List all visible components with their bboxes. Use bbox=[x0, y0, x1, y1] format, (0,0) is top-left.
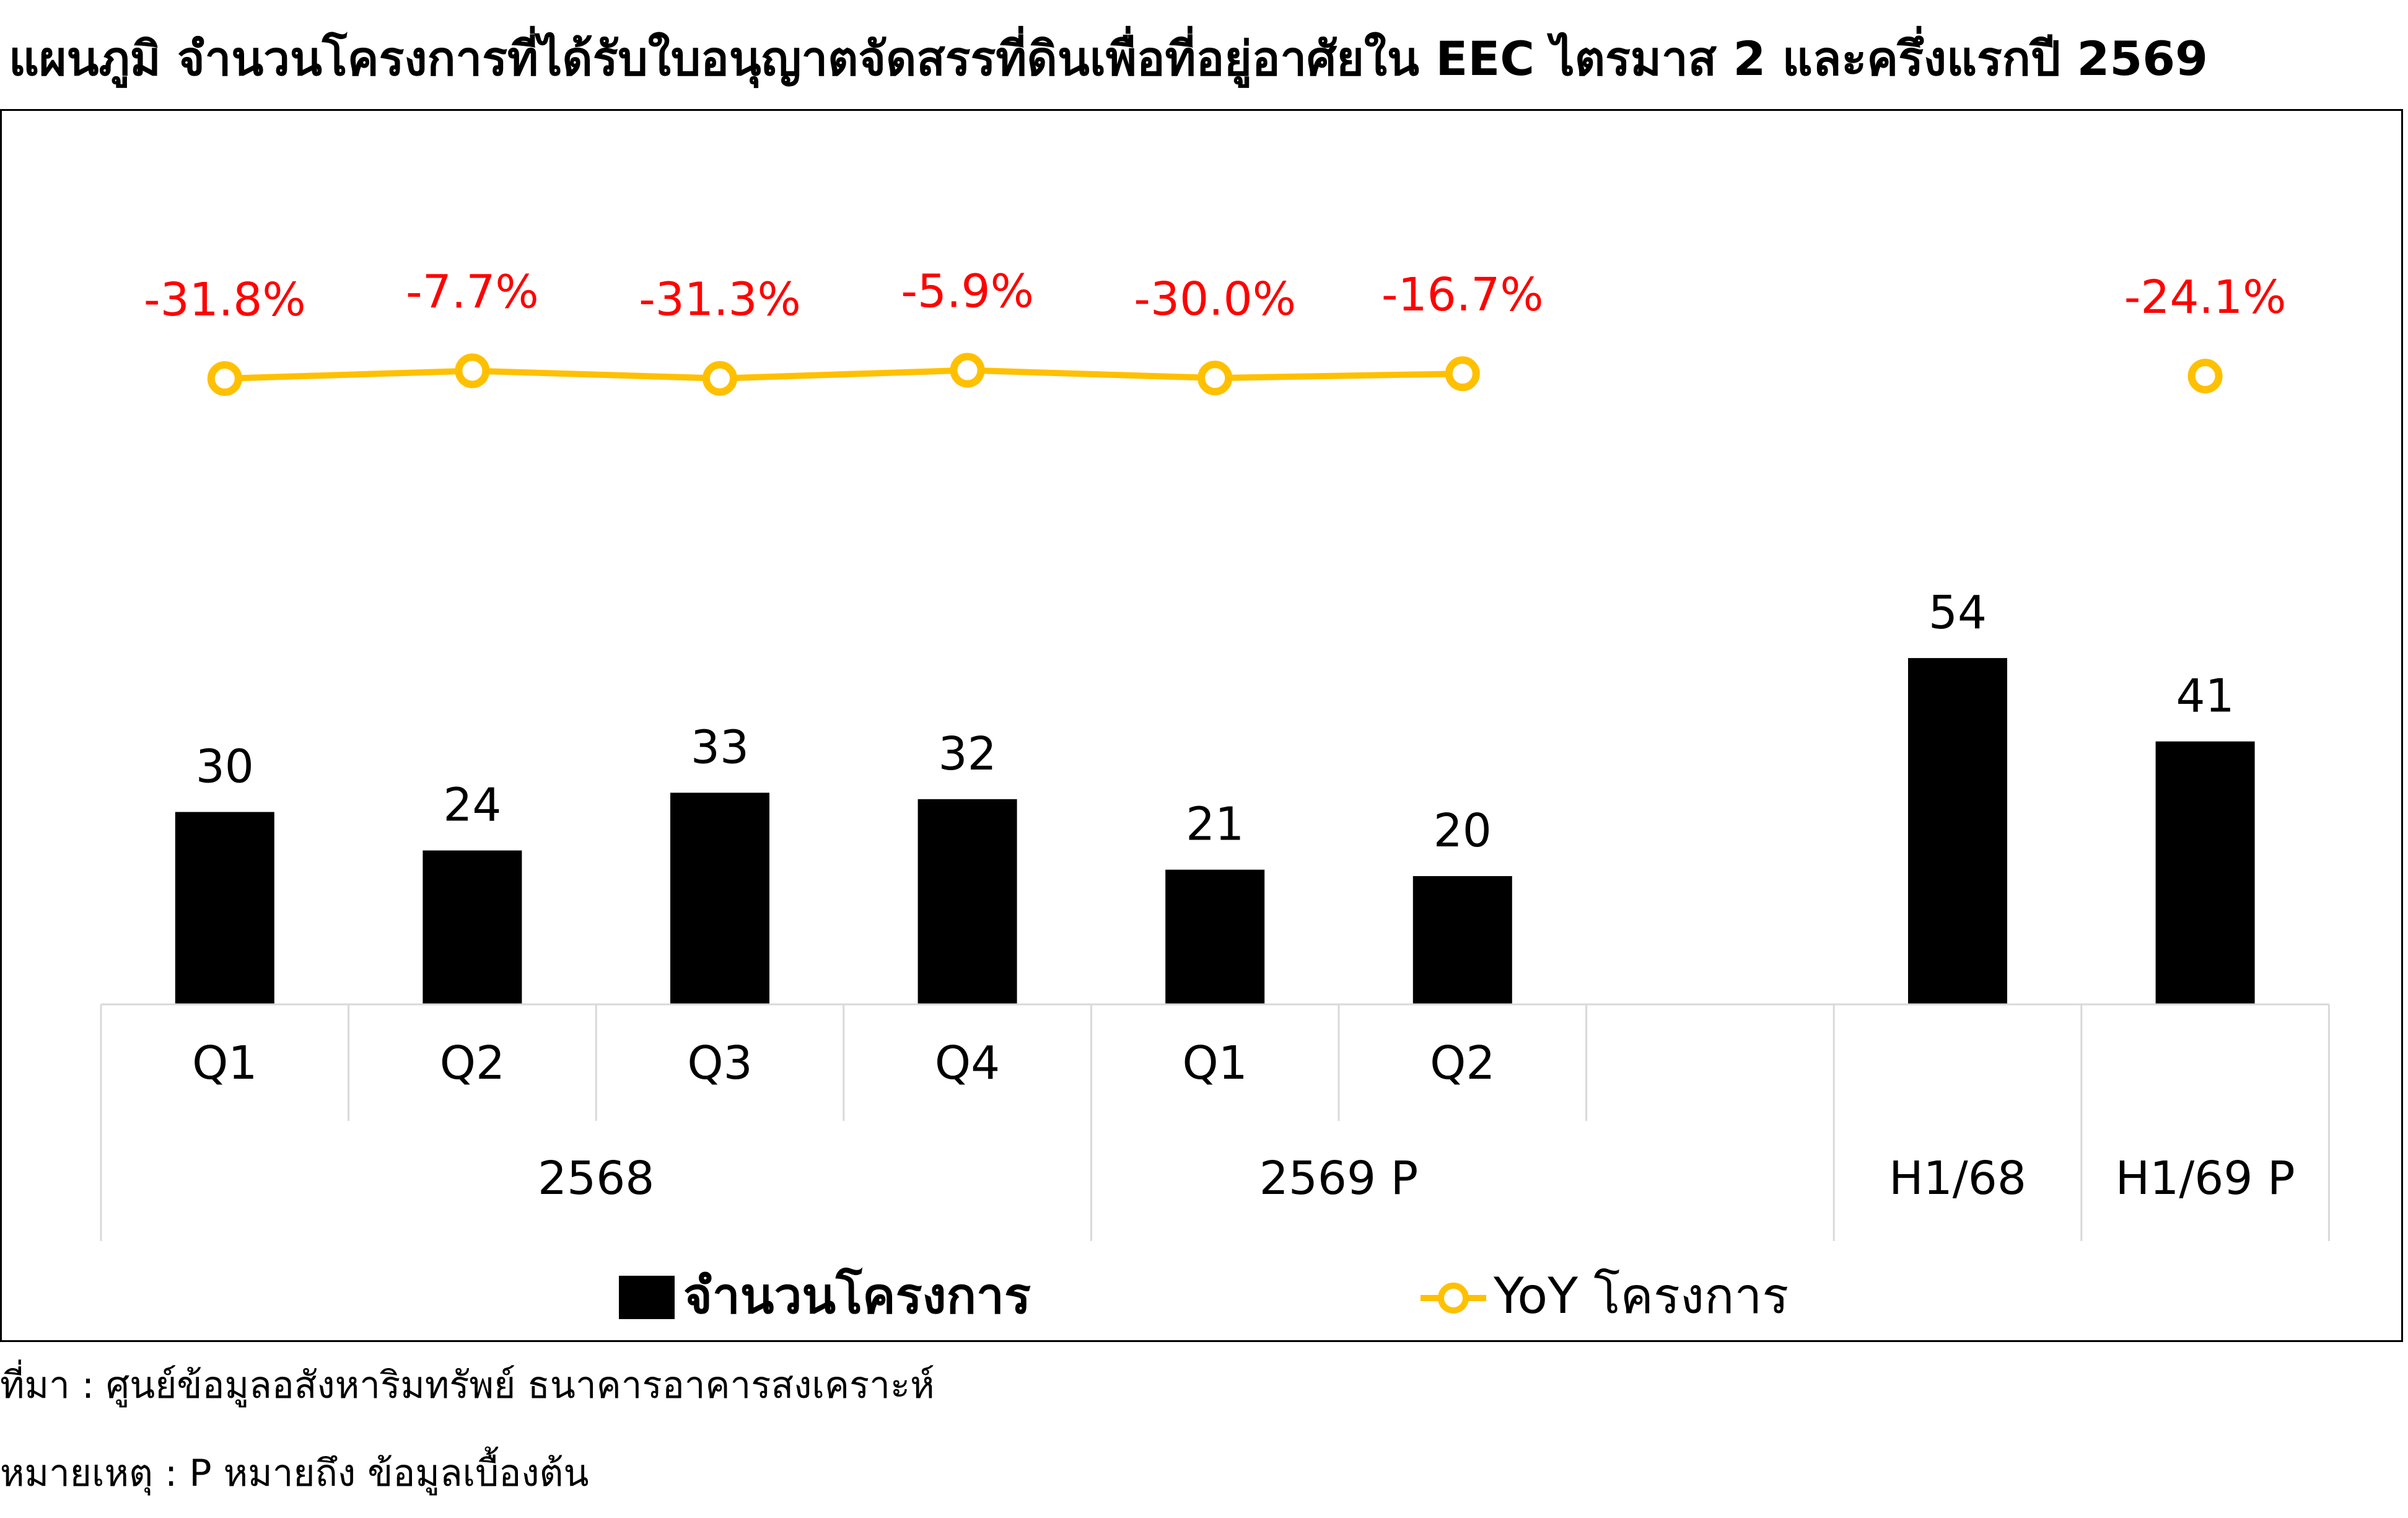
legend-bar-swatch bbox=[619, 1276, 675, 1319]
yoy-line-segment-0 bbox=[221, 367, 476, 382]
bar-value-label-2: 33 bbox=[691, 721, 749, 774]
bar-7 bbox=[1908, 658, 2007, 1004]
yoy-marker-0 bbox=[207, 361, 242, 396]
yoy-value-label-1: -7.7% bbox=[406, 265, 539, 318]
yoy-marker-2 bbox=[703, 361, 737, 396]
group-label-0: 2568 bbox=[538, 1152, 654, 1205]
yoy-value-label-3: -5.9% bbox=[901, 265, 1034, 318]
yoy-marker-5 bbox=[1445, 356, 1480, 392]
chart-frame: 30 24 33 32 21 20 54 41 -31.8% -7.7% -31.3% -5.9% -3… bbox=[0, 109, 2403, 1342]
yoy-marker-3 bbox=[950, 353, 985, 388]
source-note: ที่มา : ศูนย์ข้อมูลอสังหาริมทรัพย์ ธนาคา… bbox=[0, 1364, 935, 1407]
yoy-value-label-8: -24.1% bbox=[2124, 271, 2287, 324]
group-label-1: 2569 P bbox=[1259, 1152, 1418, 1205]
category-label-5: Q2 bbox=[1430, 1037, 1495, 1090]
category-label-1: Q2 bbox=[440, 1037, 505, 1090]
chart-plot: 30 24 33 32 21 20 54 41 -31.8% -7.7% -31.3% -5.9% -3… bbox=[100, 265, 2330, 1325]
yoy-marker-1 bbox=[455, 353, 490, 388]
yoy-line-segment-1 bbox=[469, 367, 723, 382]
bar-value-label-3: 32 bbox=[939, 727, 997, 781]
bar-value-label-0: 30 bbox=[196, 740, 254, 794]
category-label-4: Q1 bbox=[1183, 1037, 1248, 1090]
chart-title-text: จำนวนโครงการที่ได้รับใบอนุญาตจัดสรรที่ดิ… bbox=[177, 31, 2209, 86]
bar-4 bbox=[1165, 869, 1265, 1004]
bar-1 bbox=[422, 850, 522, 1004]
bar-0 bbox=[175, 812, 274, 1004]
remark-note: หมายเหตุ : P หมายถึง ข้อมูลเบื้องต้น bbox=[0, 1452, 589, 1495]
yoy-marker-4 bbox=[1197, 361, 1233, 396]
bar-value-label-4: 21 bbox=[1186, 798, 1244, 851]
yoy-line-segment-3 bbox=[964, 367, 1219, 382]
group-label-3: H1/69 P bbox=[2116, 1152, 2295, 1205]
category-label-0: Q1 bbox=[192, 1037, 257, 1090]
bar-5 bbox=[1412, 876, 1512, 1004]
yoy-value-label-4: -30.0% bbox=[1134, 273, 1296, 326]
bar-value-label-5: 20 bbox=[1434, 804, 1492, 858]
yoy-value-label-5: -16.7% bbox=[1381, 268, 1544, 322]
chart-title-prefix: แผนภูมิ bbox=[9, 31, 161, 86]
bar-value-label-7: 54 bbox=[1929, 586, 1987, 639]
yoy-marker-8 bbox=[2187, 358, 2223, 393]
category-label-3: Q4 bbox=[935, 1037, 1000, 1090]
legend-line-marker bbox=[1438, 1283, 1469, 1314]
yoy-value-label-0: -31.8% bbox=[144, 273, 306, 327]
bar-value-label-8: 41 bbox=[2176, 670, 2235, 723]
bar-8 bbox=[2155, 741, 2255, 1004]
yoy-line-segment-4 bbox=[1212, 371, 1466, 382]
yoy-line-segment-2 bbox=[717, 367, 971, 382]
yoy-value-label-2: -31.3% bbox=[639, 273, 801, 327]
group-label-2: H1/68 bbox=[1889, 1152, 2026, 1205]
chart-title: แผนภูมิ จำนวนโครงการที่ได้รับใบอนุญาตจัด… bbox=[9, 25, 2406, 93]
category-label-2: Q3 bbox=[687, 1037, 752, 1090]
bar-3 bbox=[917, 799, 1017, 1004]
legend-line-label: YoY โครงการ bbox=[1493, 1267, 1788, 1325]
bar-value-label-1: 24 bbox=[443, 779, 501, 832]
legend-bar-label: จำนวนโครงการ bbox=[683, 1266, 1031, 1325]
bar-2 bbox=[670, 792, 769, 1004]
